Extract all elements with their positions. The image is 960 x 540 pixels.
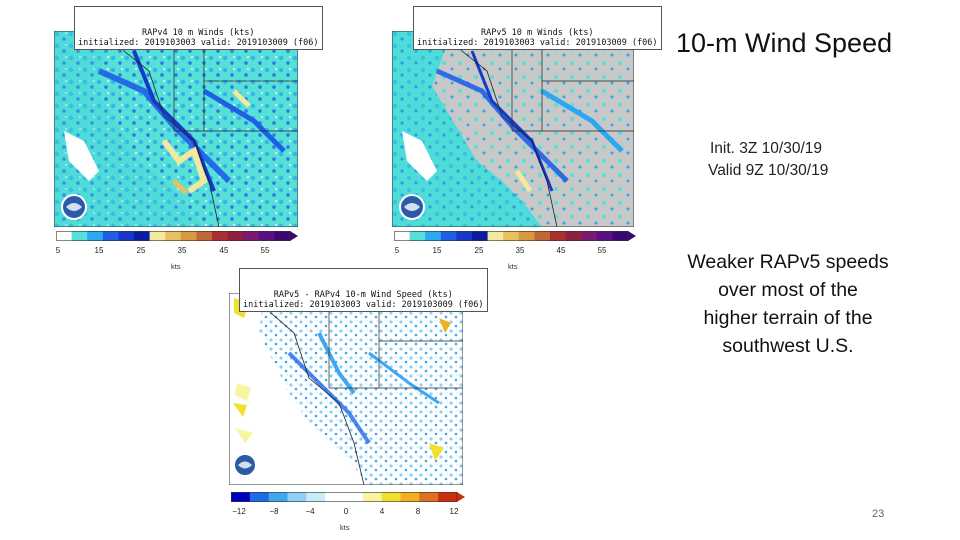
colorbar-swatch — [503, 231, 520, 241]
colorbar-swatch — [243, 231, 260, 241]
rapv4-map-panel — [53, 30, 299, 228]
rapv5-units-label: kts — [508, 262, 518, 271]
diff-cbar-tick: −8 — [269, 507, 279, 516]
colorbar-swatch — [534, 231, 551, 241]
rapv4-cbar-tick: 5 — [55, 246, 61, 255]
colorbar-swatch — [419, 492, 439, 502]
rapv5-cbar-tick: 55 — [597, 246, 607, 255]
rapv4-cbar-tick: 45 — [219, 246, 229, 255]
rapv4-units-label: kts — [171, 262, 181, 271]
colorbar-swatch — [56, 231, 73, 241]
colorbar-swatch — [134, 231, 151, 241]
colorbar-swatch — [274, 231, 291, 241]
diff-cbar-tick: 12 — [449, 507, 459, 516]
rapv4-cbar-tick: 55 — [260, 246, 270, 255]
colorbar-extend-arrow — [457, 492, 465, 502]
colorbar-swatch — [258, 231, 275, 241]
diff-cbar-tick: −4 — [305, 507, 315, 516]
colorbar-swatch — [165, 231, 182, 241]
colorbar-swatch — [438, 492, 458, 502]
rapv5-colorbar — [394, 231, 636, 241]
colorbar-swatch — [518, 231, 535, 241]
colorbar-extend-arrow — [290, 231, 298, 241]
colorbar-swatch — [306, 492, 326, 502]
init-time-label: Init. 3Z 10/30/19 — [710, 140, 823, 157]
slide-title: 10-m Wind Speed — [676, 28, 893, 58]
rapv4-map-title: RAPv4 10 m Winds (kts) initialized: 20191… — [74, 6, 323, 50]
colorbar-extend-arrow — [628, 231, 636, 241]
colorbar-swatch — [394, 231, 411, 241]
rapv4-cbar-tick: 15 — [94, 246, 104, 255]
diff-units-label: kts — [340, 523, 350, 532]
colorbar-outline — [394, 231, 628, 241]
colorbar-swatch — [231, 492, 251, 502]
diff-cbar-tick: −12 — [232, 507, 246, 516]
rapv5-map-title: RAPv5 10 m Winds (kts) initialized: 20191… — [413, 6, 662, 50]
diff-cbar-tick: 4 — [379, 507, 385, 516]
colorbar-swatch — [472, 231, 489, 241]
colorbar-swatch — [325, 492, 345, 502]
comment-line: Weaker RAPv5 speeds — [687, 251, 889, 273]
colorbar-swatch — [196, 231, 213, 241]
rapv5-cbar-tick: 45 — [556, 246, 566, 255]
colorbar-swatch — [118, 231, 135, 241]
comment-line: southwest U.S. — [722, 335, 854, 357]
colorbar-swatch — [400, 492, 420, 502]
comment-line: higher terrain of the — [703, 307, 873, 329]
colorbar-swatch — [287, 492, 307, 502]
diff-map-title: RAPv5 - RAPv4 10-m Wind Speed (kts) initi… — [239, 268, 488, 312]
colorbar-outline — [56, 231, 290, 241]
colorbar-swatch — [440, 231, 457, 241]
page-number: 23 — [872, 508, 885, 520]
colorbar-swatch — [268, 492, 288, 502]
rapv5-cbar-tick: 15 — [432, 246, 442, 255]
colorbar-swatch — [565, 231, 582, 241]
colorbar-swatch — [87, 231, 104, 241]
diff-cbar-tick: 8 — [415, 507, 421, 516]
slide-comment: Weaker RAPv5 speeds over most of the hig… — [666, 248, 910, 360]
rapv5-map-panel — [391, 30, 635, 228]
rapv5-wind-map — [391, 30, 635, 228]
comment-line: over most of the — [718, 279, 858, 301]
colorbar-swatch — [71, 231, 88, 241]
colorbar-swatch — [362, 492, 383, 502]
colorbar-swatch — [409, 231, 426, 241]
diff-cbar-tick: 0 — [343, 507, 349, 516]
colorbar-swatch — [212, 231, 229, 241]
rapv5-cbar-tick: 5 — [394, 246, 400, 255]
colorbar-swatch — [249, 492, 270, 502]
colorbar-swatch — [425, 231, 442, 241]
rapv5-cbar-tick: 25 — [474, 246, 484, 255]
diff-map-panel — [228, 292, 464, 486]
colorbar-swatch — [612, 231, 629, 241]
colorbar-swatch — [180, 231, 197, 241]
colorbar-swatch — [581, 231, 598, 241]
rapv4-colorbar — [56, 231, 298, 241]
colorbar-swatch — [227, 231, 244, 241]
rapv4-cbar-tick: 25 — [136, 246, 146, 255]
rapv5-cbar-tick: 35 — [515, 246, 525, 255]
diff-colorbar — [231, 492, 465, 502]
colorbar-swatch — [487, 231, 504, 241]
diff-wind-map — [228, 292, 464, 486]
colorbar-swatch — [102, 231, 119, 241]
rapv4-cbar-tick: 35 — [177, 246, 187, 255]
colorbar-swatch — [550, 231, 567, 241]
colorbar-swatch — [344, 492, 364, 502]
colorbar-outline — [231, 492, 457, 502]
colorbar-swatch — [149, 231, 166, 241]
colorbar-swatch — [596, 231, 613, 241]
colorbar-swatch — [381, 492, 401, 502]
valid-time-label: Valid 9Z 10/30/19 — [708, 162, 829, 179]
colorbar-swatch — [456, 231, 473, 241]
rapv4-wind-map — [53, 30, 299, 228]
